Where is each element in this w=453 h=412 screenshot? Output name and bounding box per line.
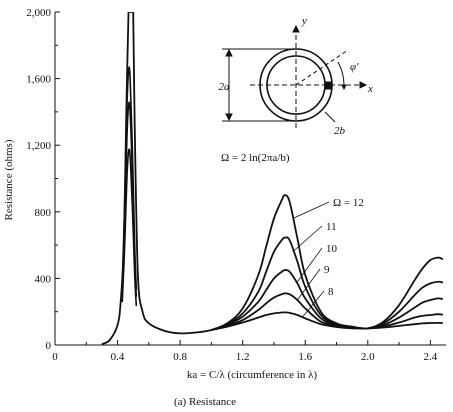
x-tick-label: 1.2 [236, 351, 250, 363]
curve-label-leader [292, 225, 323, 253]
inset-dim-a-arrow-top [225, 48, 233, 57]
series-line-omega-9 [211, 292, 443, 331]
series-line-omega-12 [101, 12, 444, 345]
loop-antenna-inset [222, 24, 368, 128]
inset-feed-gap [324, 81, 332, 90]
x-tick-label: 0 [52, 351, 58, 363]
curve-labels: Ω = 12 11 10 9 8 [292, 197, 364, 318]
curve-label-omega-9: 9 [324, 264, 330, 276]
inset-angle-label: φ′ [350, 61, 359, 73]
inset-angle-arc [337, 61, 345, 86]
curve-label-leader [292, 201, 330, 219]
resonance-loop-omega-9 [121, 148, 138, 307]
series-line-omega-11 [211, 236, 444, 331]
curve-label-leader [301, 290, 325, 318]
y-tick-label: 1,600 [26, 74, 51, 86]
inset-x-label: x [367, 83, 373, 95]
curve-label-omega-11: 11 [326, 221, 337, 233]
figure-caption: (a) Resistance [174, 396, 236, 408]
x-tick-label: 2.0 [361, 351, 375, 363]
y-tick-label: 0 [46, 340, 52, 352]
x-ticks: 0 0.4 0.8 1.2 1.6 2.0 2.4 [52, 340, 438, 363]
x-axis-label: ka = C/λ (circumference in λ) [187, 369, 318, 381]
inset-y-arrow [292, 24, 300, 33]
curve-label-omega-8: 8 [328, 286, 334, 298]
y-axis-label: Resistance (ohms) [3, 139, 15, 220]
curve-label-omega-12: Ω = 12 [333, 197, 364, 209]
series-line-omega-10 [211, 269, 444, 331]
y-tick-label: 1,200 [26, 140, 51, 152]
curve-label-leader [297, 268, 321, 301]
y-ticks: 0 400 800 1,200 1,600 2,000 [26, 7, 60, 352]
inset-y-label: y [301, 15, 307, 27]
curve-label-leader [297, 247, 323, 282]
y-tick-label: 800 [35, 207, 52, 219]
series-line-omega-8 [211, 311, 443, 331]
inset-dim-b-label: 2b [334, 125, 346, 137]
inset-x-arrow [359, 81, 368, 89]
y-tick-label: 2,000 [26, 7, 51, 19]
inset-dim-a-arrow-bottom [225, 113, 233, 122]
x-tick-label: 0.8 [173, 351, 187, 363]
x-tick-label: 1.6 [298, 351, 312, 363]
inset-angle-arrow [341, 84, 347, 91]
inset-formula: Ω = 2 ln(2πa/b) [221, 152, 290, 164]
inset-angle-line [295, 49, 349, 86]
x-tick-label: 2.4 [423, 351, 437, 363]
inset-dim-b-leader [324, 111, 336, 123]
y-tick-label: 400 [35, 273, 52, 285]
curve-label-omega-10: 10 [326, 243, 338, 255]
curves [101, 12, 444, 345]
inset-dim-a-label: 2a [219, 81, 231, 93]
x-tick-label: 0.4 [111, 351, 125, 363]
